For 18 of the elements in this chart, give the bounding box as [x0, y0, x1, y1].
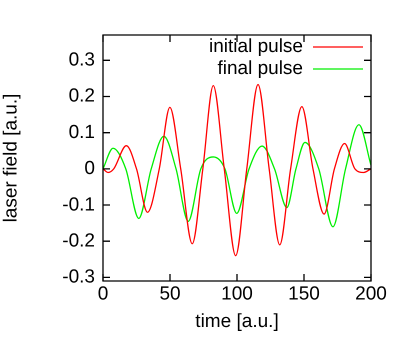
x-tick-label: 0: [98, 284, 108, 305]
x-axis-title: time [a.u.]: [195, 310, 279, 332]
x-tick-label: 50: [159, 284, 181, 305]
y-tick-label: 0.3: [68, 50, 95, 71]
y-tick-label: -0.1: [62, 194, 95, 216]
y-tick-label: 0.1: [68, 122, 95, 143]
series-label: initial pulse: [209, 36, 303, 58]
line-series: [103, 84, 371, 256]
y-tick-label: 0: [84, 158, 95, 180]
x-tick-label: 150: [288, 284, 320, 305]
y-tick-label: -0.2: [62, 230, 95, 252]
legend-label: final pulse: [217, 58, 303, 80]
x-tick-label: 100: [221, 284, 253, 305]
line-series: [103, 124, 371, 228]
x-tick-label: 200: [355, 284, 387, 305]
y-axis-title: laser field [a.u.]: [0, 94, 22, 222]
y-tick-label: -0.3: [62, 266, 95, 288]
y-tick-label: 0.2: [68, 86, 95, 107]
